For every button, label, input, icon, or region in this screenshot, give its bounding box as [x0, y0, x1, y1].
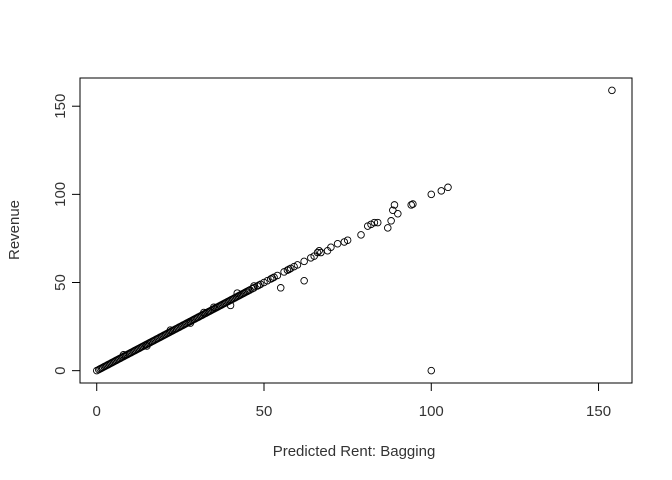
data-point [276, 284, 285, 292]
y-tick-label: 50 [52, 274, 69, 291]
data-point [143, 342, 151, 350]
x-axis-label: Predicted Rent: Bagging [273, 443, 436, 460]
data-point [333, 239, 342, 248]
data-point [300, 257, 308, 266]
data-point [437, 187, 446, 195]
data-point [427, 190, 436, 199]
data-point [394, 210, 402, 218]
data-point [390, 201, 399, 209]
y-axis: 0 50 100 150 [52, 94, 81, 375]
y-tick-label: 100 [52, 182, 69, 207]
data-point [233, 289, 241, 297]
data-point [250, 282, 258, 290]
y-tick-label: 0 [52, 366, 69, 374]
data-point [313, 248, 322, 257]
plot-frame [79, 77, 633, 384]
data-point [315, 247, 323, 255]
data-point [327, 243, 335, 251]
data-point [409, 200, 417, 208]
data-point [119, 351, 128, 359]
x-tick-label: 100 [419, 403, 444, 420]
data-point [357, 231, 365, 239]
x-tick-label: 0 [93, 403, 101, 420]
data-point [343, 236, 352, 244]
data-point [444, 183, 452, 192]
data-point [384, 224, 392, 232]
data-point [186, 319, 195, 327]
x-tick-label: 50 [256, 403, 273, 420]
data-point [166, 326, 175, 334]
x-tick-label: 150 [586, 403, 611, 420]
y-tick-label: 150 [52, 94, 69, 119]
data-point [293, 261, 302, 269]
y-axis-label: Revenue [6, 200, 23, 260]
data-point [407, 201, 415, 209]
data-point [389, 206, 397, 214]
data-point [200, 308, 208, 317]
data-point [373, 218, 382, 227]
x-axis: 0 50 100 150 [93, 382, 611, 420]
data-point [300, 276, 308, 285]
data-point [387, 217, 395, 225]
data-points [92, 86, 616, 375]
data-point [317, 248, 325, 257]
data-point [226, 301, 235, 310]
data-point [427, 366, 436, 375]
data-point [608, 86, 616, 95]
data-point [273, 271, 282, 280]
data-point [370, 218, 379, 227]
data-point [210, 303, 218, 311]
